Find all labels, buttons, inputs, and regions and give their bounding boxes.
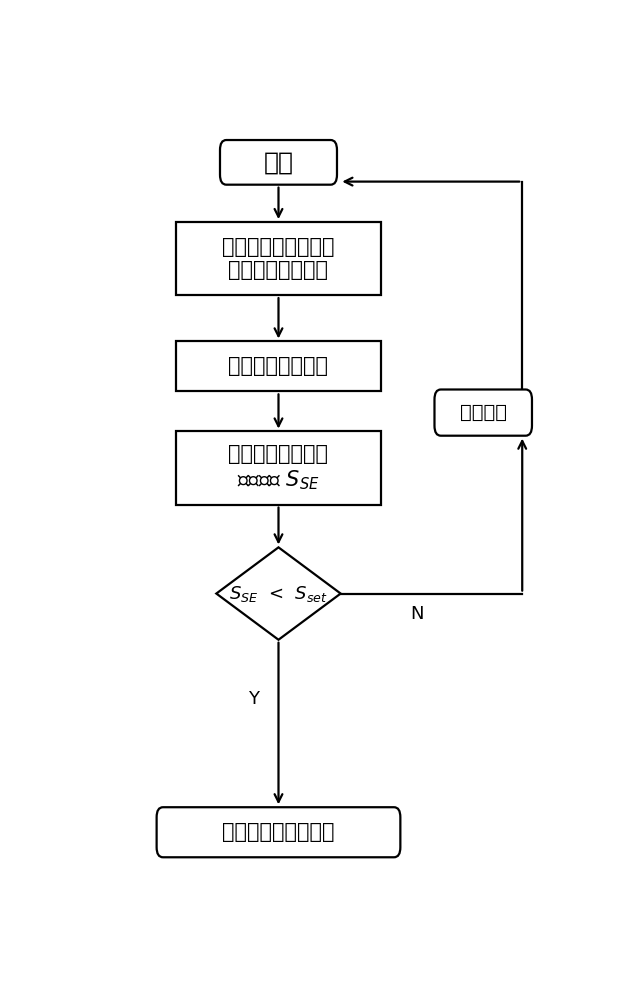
Text: 利用公式计算序列
的符号熵 $S_{SE}$: 利用公式计算序列 的符号熵 $S_{SE}$: [228, 444, 328, 492]
FancyBboxPatch shape: [220, 140, 337, 185]
Text: 熵值波序列的构造: 熵值波序列的构造: [228, 356, 328, 376]
FancyBboxPatch shape: [435, 390, 532, 436]
Bar: [176, 431, 381, 505]
Text: N: N: [411, 605, 424, 623]
Text: 开始: 开始: [264, 150, 294, 174]
Text: $S_{SE}$  <  $S_{set}$: $S_{SE}$ < $S_{set}$: [229, 584, 328, 604]
FancyBboxPatch shape: [157, 807, 401, 857]
Polygon shape: [216, 547, 341, 640]
Text: Y: Y: [248, 690, 259, 708]
Text: 提取数据窗差流序列
并进行归一化处理: 提取数据窗差流序列 并进行归一化处理: [222, 237, 335, 280]
Text: 内部故障，保护动作: 内部故障，保护动作: [222, 822, 335, 842]
Text: 保护闭锁: 保护闭锁: [460, 403, 507, 422]
Bar: [176, 341, 381, 391]
Bar: [176, 222, 381, 295]
